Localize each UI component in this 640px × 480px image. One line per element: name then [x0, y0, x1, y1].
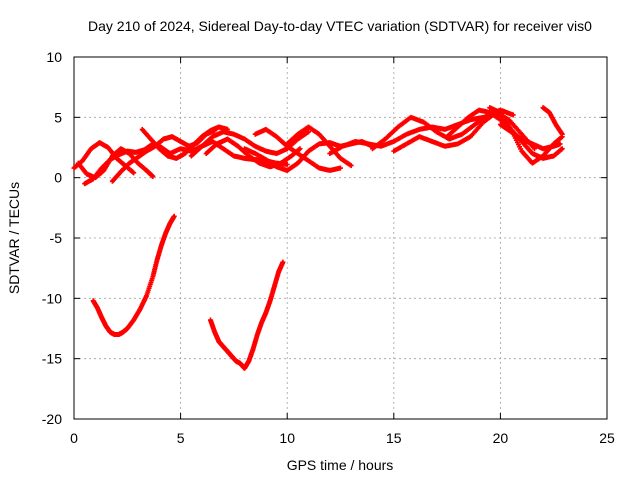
y-tick-label: -5 [50, 230, 63, 246]
y-tick-label: 0 [54, 170, 62, 186]
data-point [559, 131, 565, 137]
y-tick-label: -10 [42, 290, 62, 306]
x-tick-label: 5 [177, 430, 185, 446]
series-dip-2 [207, 259, 286, 371]
data-point [510, 112, 516, 118]
y-tick-label: 5 [54, 109, 62, 125]
data-point [557, 141, 563, 147]
y-tick-label: -20 [42, 411, 62, 427]
y-axis-label: SDTVAR / TECUs [6, 182, 22, 294]
data-point [306, 129, 312, 135]
data-point [150, 173, 156, 179]
series-dip-1 [90, 213, 177, 338]
data-layer [71, 105, 565, 371]
y-tick-label: -15 [42, 351, 62, 367]
series-arc-10 [252, 126, 343, 173]
series-arc-11 [284, 124, 354, 169]
x-axis-label: GPS time / hours [287, 457, 394, 473]
x-tick-label: 10 [279, 430, 295, 446]
chart-title: Day 210 of 2024, Sidereal Day-to-day VTE… [88, 18, 592, 34]
series-arc-17 [497, 122, 563, 152]
x-tick-label: 0 [70, 430, 78, 446]
series-arc-13 [369, 107, 516, 152]
data-point [171, 213, 177, 219]
series-arc-18 [540, 105, 565, 137]
x-tick-label: 25 [599, 430, 615, 446]
data-point [297, 146, 303, 152]
data-point [131, 170, 137, 176]
tick-layer: 0 5 10 15 20 25 10 5 0 -5 -10 -15 -20 [42, 49, 615, 446]
data-point [348, 163, 354, 169]
series-arc-1 [71, 140, 137, 176]
grid-layer [74, 57, 607, 419]
y-tick-label: 10 [46, 49, 62, 65]
data-point [284, 161, 290, 167]
series-arc-3 [82, 141, 173, 187]
data-point [280, 259, 286, 265]
series-arc-9 [242, 138, 375, 173]
x-tick-label: 20 [493, 430, 509, 446]
data-point [338, 165, 343, 171]
series-arc-7 [188, 129, 312, 159]
x-tick-label: 15 [386, 430, 402, 446]
data-point [559, 146, 565, 152]
